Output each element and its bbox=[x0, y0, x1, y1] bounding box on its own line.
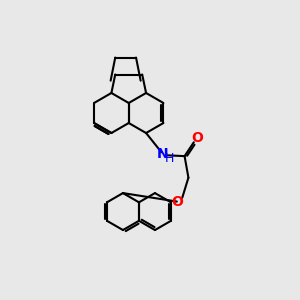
Text: O: O bbox=[192, 131, 204, 146]
Text: O: O bbox=[171, 195, 183, 208]
Text: H: H bbox=[164, 152, 174, 165]
Text: N: N bbox=[157, 147, 169, 161]
